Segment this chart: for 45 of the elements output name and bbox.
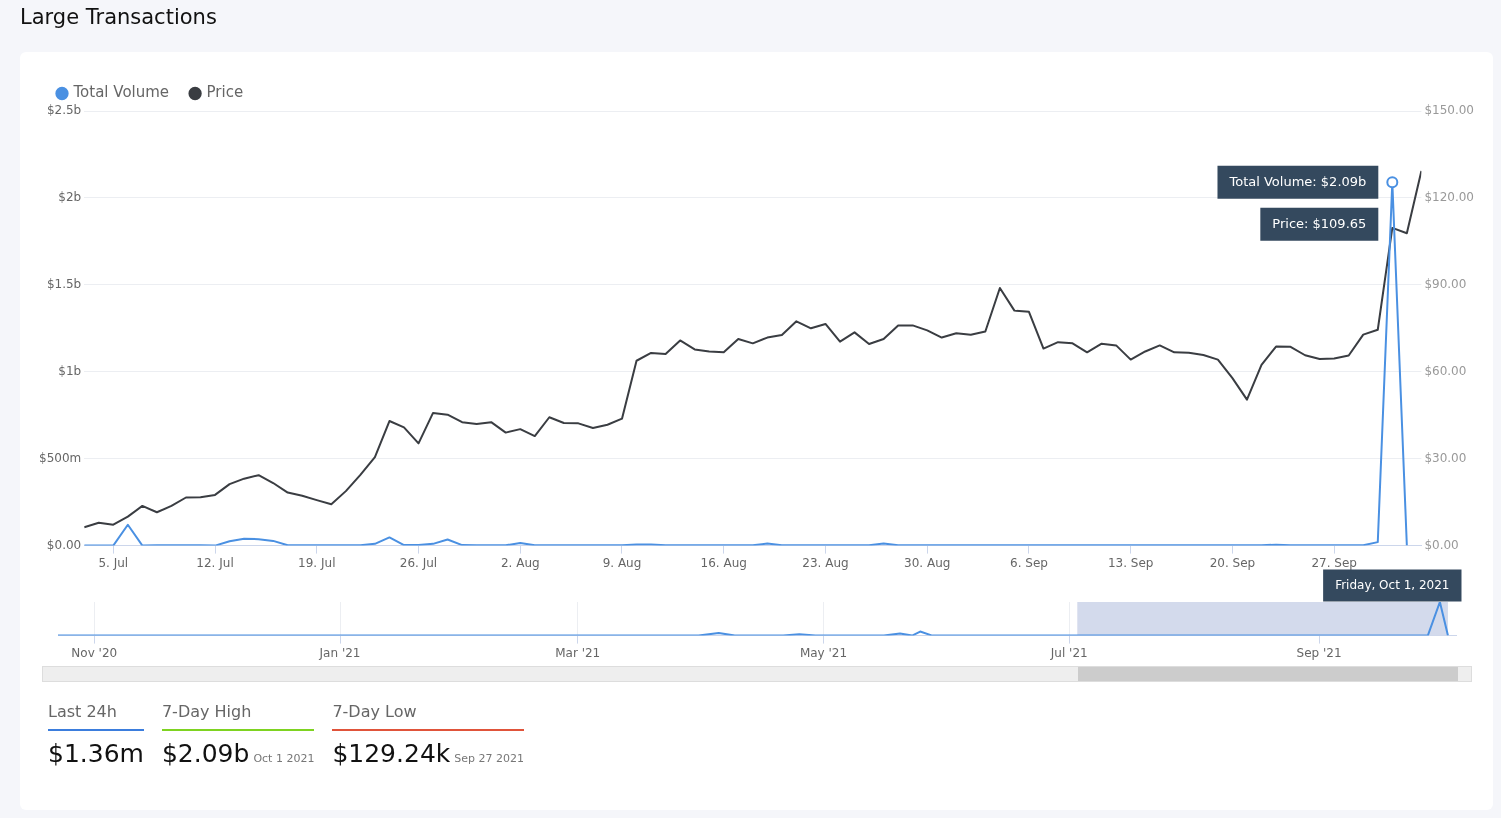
text: 7-Day Low: [332, 702, 524, 731]
text: $129.24k: [332, 739, 451, 768]
x-tick-label: 12. Jul: [196, 555, 234, 570]
y-tick-label: $1.5b: [46, 276, 82, 291]
y2-tick-label: $0.00: [1424, 537, 1459, 552]
chart-title: Large Transactions: [20, 5, 217, 29]
annotation: Total Volume: $2.09b: [1228, 173, 1367, 189]
x-tick-label: 23. Aug: [802, 555, 849, 570]
y2-tick-label: $60.00: [1424, 363, 1467, 378]
x-tick-label: Sep '21: [1296, 645, 1342, 660]
y-tick-label: $2b: [58, 190, 82, 205]
y-tick-label: $2.5b: [46, 103, 82, 118]
x-tick-label: 6. Sep: [1010, 555, 1048, 570]
y-tick-label: $1b: [58, 363, 82, 378]
x-tick-label: 16. Aug: [700, 555, 747, 570]
x-tick-label: Mar '21: [555, 645, 601, 660]
text: Oct 1 2021: [253, 752, 315, 765]
text: Last 24h: [48, 702, 144, 731]
y2-tick-label: $90.00: [1424, 276, 1467, 291]
text: 7-Day High: [161, 702, 315, 731]
y-tick-label: $0.00: [46, 537, 82, 552]
text: $1.36m: [48, 739, 144, 768]
text: $2.09b: [161, 739, 250, 768]
x-tick-label: 13. Sep: [1107, 555, 1154, 570]
x-tick-label: 30. Aug: [904, 555, 951, 570]
y2-tick-label: $120.00: [1424, 190, 1474, 205]
x-tick-label: Jul '21: [1049, 645, 1088, 660]
x-tick-label: 2. Aug: [500, 555, 540, 570]
y2-tick-label: $30.00: [1424, 450, 1467, 465]
x-tick-label: 19. Jul: [298, 555, 336, 570]
x-tick-label: 26. Jul: [399, 555, 438, 570]
y-tick-label: $500m: [38, 450, 82, 465]
x-tick-label: May '21: [799, 645, 848, 660]
text: Sep 27 2021: [454, 752, 524, 765]
legend-label: Price: [206, 83, 244, 102]
x-tick-label: 9. Aug: [602, 555, 642, 570]
legend-label: Total Volume: [72, 83, 170, 102]
x-tick-label: 5. Jul: [98, 555, 129, 570]
x-tick-label: Nov '20: [71, 645, 118, 660]
x-tick-label: 20. Sep: [1209, 555, 1256, 570]
text: Friday, Oct 1, 2021: [1335, 577, 1450, 592]
annotation: Price: $109.65: [1272, 215, 1367, 231]
y2-tick-label: $150.00: [1424, 103, 1474, 118]
x-tick-label: Jan '21: [318, 645, 361, 660]
x-tick-label: 27. Sep: [1311, 555, 1357, 570]
